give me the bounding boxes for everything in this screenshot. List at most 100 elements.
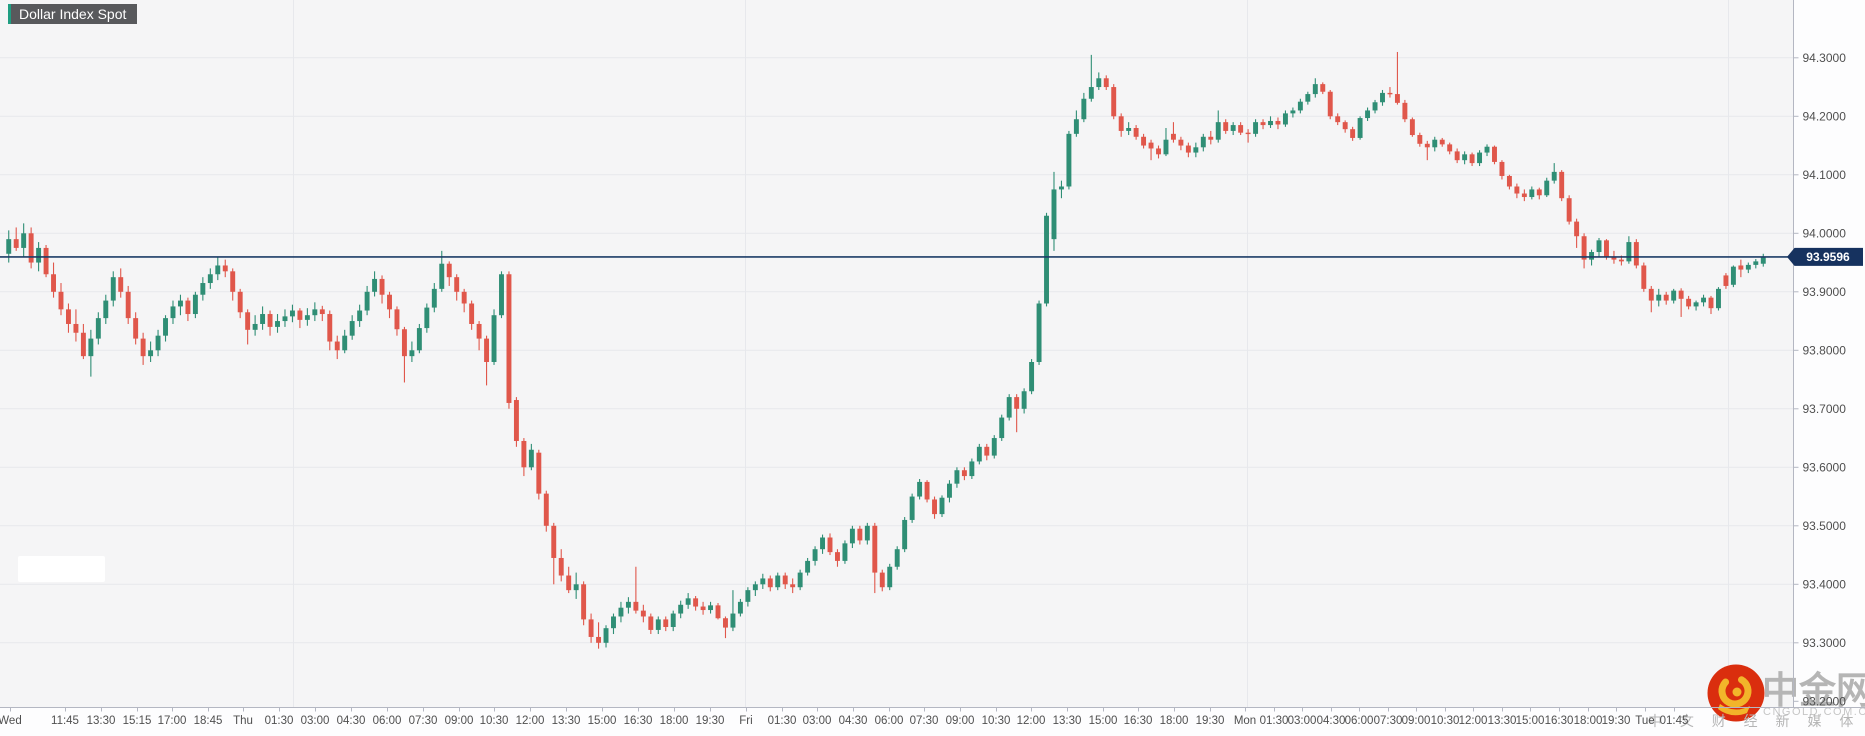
candle-body: [1193, 147, 1199, 153]
time-tick-label: 17:00: [158, 715, 187, 727]
candle-body: [1716, 288, 1721, 309]
candle-body: [416, 328, 422, 351]
candle-body: [327, 314, 333, 342]
time-tick-label: 10:30: [1431, 715, 1460, 727]
time-tick-label: 01:45: [1660, 715, 1689, 727]
price-tick-label: 93.4000: [1803, 577, 1847, 591]
candle-body: [745, 590, 751, 602]
candle-body: [1551, 171, 1557, 181]
candle-body: [6, 239, 12, 254]
price-tick-label: 93.2000: [1803, 694, 1847, 708]
candle-body: [118, 277, 124, 292]
price-tick-label: 93.8000: [1803, 343, 1847, 357]
time-tick-label: 18:00: [660, 715, 689, 727]
time-tick-label: 09:00: [445, 715, 474, 727]
candle-body: [51, 274, 56, 292]
candle-body: [1253, 122, 1259, 134]
candle-body: [1327, 91, 1333, 117]
current-price-badge-label: 93.9596: [1806, 250, 1850, 264]
watermark-brand-domain: CNGOLD.COM.CN: [1763, 706, 1865, 718]
candle-body: [1604, 240, 1609, 257]
time-tick-label: 13:30: [87, 715, 116, 727]
candle-body: [1574, 221, 1580, 237]
candle-body: [1103, 78, 1109, 88]
candle-body: [1753, 261, 1759, 265]
logo-cloud-base-icon: [1718, 704, 1750, 716]
candle-body: [1208, 136, 1214, 140]
candle-body: [730, 613, 736, 628]
candle-body: [1499, 161, 1505, 176]
candle-body: [192, 294, 198, 315]
candle-body: [1760, 256, 1766, 264]
candle-body: [1708, 297, 1714, 309]
time-tick-label: 15:00: [1516, 715, 1545, 727]
candle-body: [685, 598, 691, 605]
candle-body: [43, 247, 49, 275]
candle-body: [88, 338, 94, 357]
candle-body: [289, 310, 295, 317]
candle-body: [379, 278, 385, 295]
candle-body: [543, 493, 549, 526]
time-tick-label: 16:30: [1545, 715, 1574, 727]
candle-body: [1723, 275, 1729, 286]
candle-body: [200, 283, 206, 295]
time-tick-label: 03:00: [1288, 715, 1317, 727]
candle-body: [1357, 118, 1363, 138]
candle-body: [946, 483, 952, 498]
price-tick-label: 93.9000: [1803, 285, 1847, 299]
candle-body: [1297, 101, 1303, 111]
time-tick-label: 09:00: [946, 715, 975, 727]
candle-body: [1514, 186, 1520, 194]
candle-body: [737, 601, 743, 614]
candle-body: [342, 335, 348, 351]
time-tick-label: 13:30: [1488, 715, 1517, 727]
time-tick-label: 04:30: [337, 715, 366, 727]
candle-body: [1641, 265, 1647, 289]
current-price-badge: [1787, 247, 1863, 266]
time-tick-label: 06:00: [1345, 715, 1374, 727]
time-tick-label: Fri: [739, 715, 752, 727]
candle-body: [1282, 113, 1288, 125]
candle-body: [984, 446, 990, 456]
candle-body: [812, 549, 818, 561]
candle-body: [1170, 133, 1176, 140]
candle-body: [1148, 142, 1154, 149]
time-tick-label: Mon: [1234, 715, 1256, 727]
candle-body: [401, 329, 407, 357]
candle-body: [1014, 397, 1020, 409]
candle-body: [1066, 133, 1072, 187]
candle-body: [65, 309, 71, 324]
candle-body: [887, 566, 893, 588]
candle-body: [782, 575, 788, 585]
plot-area[interactable]: [0, 0, 1793, 707]
candle-body: [1029, 362, 1035, 392]
candle-body: [1521, 193, 1527, 198]
candle-body: [1058, 186, 1064, 190]
candle-body: [357, 310, 363, 322]
candle-body: [1268, 120, 1273, 126]
candle-body: [1671, 290, 1677, 301]
candle-body: [1424, 143, 1430, 148]
candle-body: [1044, 215, 1049, 304]
time-tick-label: 15:15: [123, 715, 152, 727]
time-tick-label: 15:00: [1089, 715, 1118, 727]
candle-body: [961, 470, 967, 477]
candle-body: [1141, 136, 1147, 146]
time-tick-label: 01:30: [265, 715, 294, 727]
time-tick-label: 18:00: [1160, 715, 1189, 727]
candle-body: [1462, 154, 1468, 161]
candle-body: [185, 300, 191, 315]
time-tick-label: 13:30: [552, 715, 581, 727]
time-tick-label: 06:00: [875, 715, 904, 727]
candle-body: [939, 497, 945, 515]
candle-body: [267, 314, 273, 327]
price-tick-label: 94.3000: [1803, 51, 1847, 65]
candle-body: [260, 314, 266, 324]
candle-body: [1156, 148, 1161, 155]
watermark-tagline: 中 文 财 经 新 媒 体: [1648, 713, 1860, 729]
price-tick-label: 93.5000: [1803, 519, 1847, 533]
candle-body: [304, 315, 310, 320]
candle-body: [461, 291, 467, 304]
candle-body: [1051, 189, 1057, 240]
